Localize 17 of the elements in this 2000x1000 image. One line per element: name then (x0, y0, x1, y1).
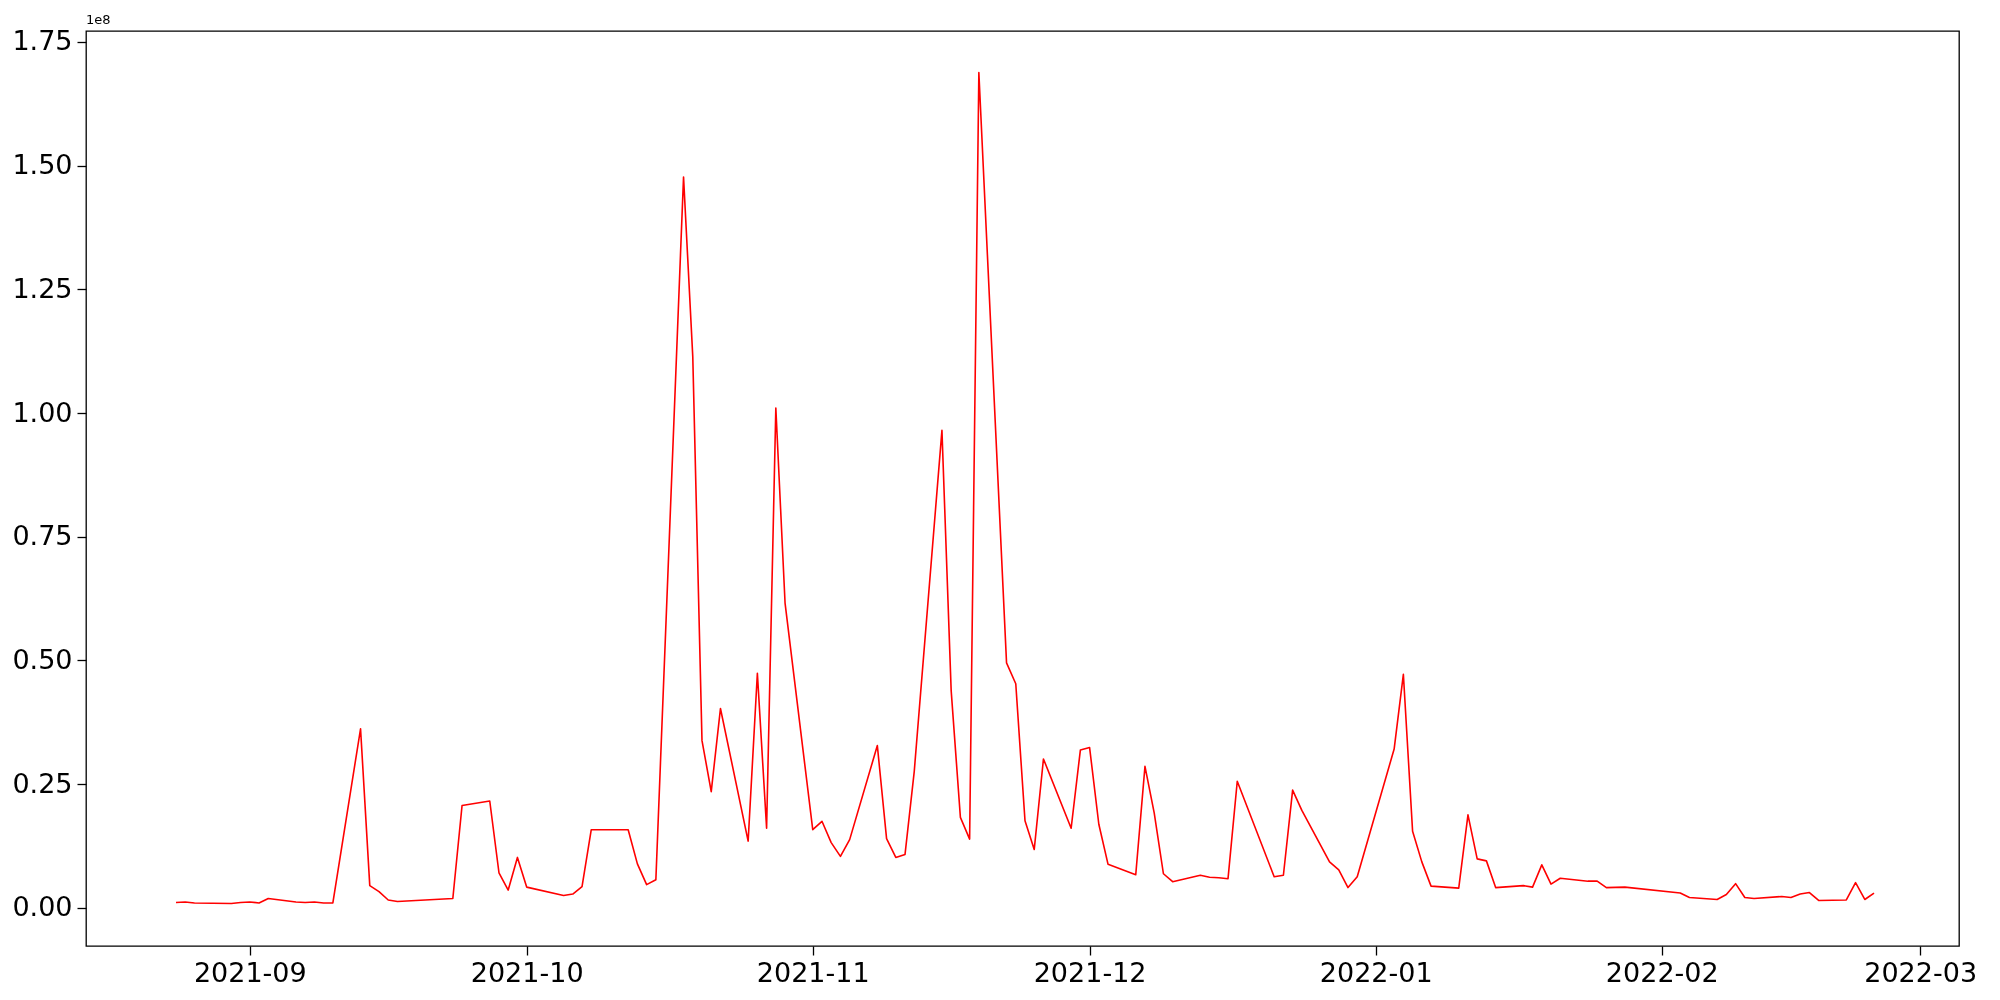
y-tick-label: 1.75 (12, 25, 73, 57)
x-tick-label: 2021-11 (756, 956, 870, 988)
x-tick-label: 2022-02 (1605, 956, 1719, 988)
x-tick-label: 2021-12 (1033, 956, 1147, 988)
y-tick-label: 0.50 (12, 643, 73, 675)
y-tick-label: 1.00 (12, 396, 73, 428)
x-tick-label: 2021-10 (470, 956, 584, 988)
line-series (175, 71, 1875, 905)
x-tick-label: 2022-01 (1319, 956, 1433, 988)
y-tick-label: 1.50 (12, 149, 73, 181)
y-tick-label: 0.25 (12, 767, 73, 799)
y-tick-label: 0.75 (12, 520, 73, 552)
x-tick-label: 2021-09 (193, 956, 307, 988)
text: 1e8 (86, 12, 111, 27)
y-tick-label: 0.00 (12, 891, 73, 923)
x-tick-label: 2022-03 (1864, 956, 1978, 988)
y-tick-label: 1.25 (12, 272, 73, 304)
